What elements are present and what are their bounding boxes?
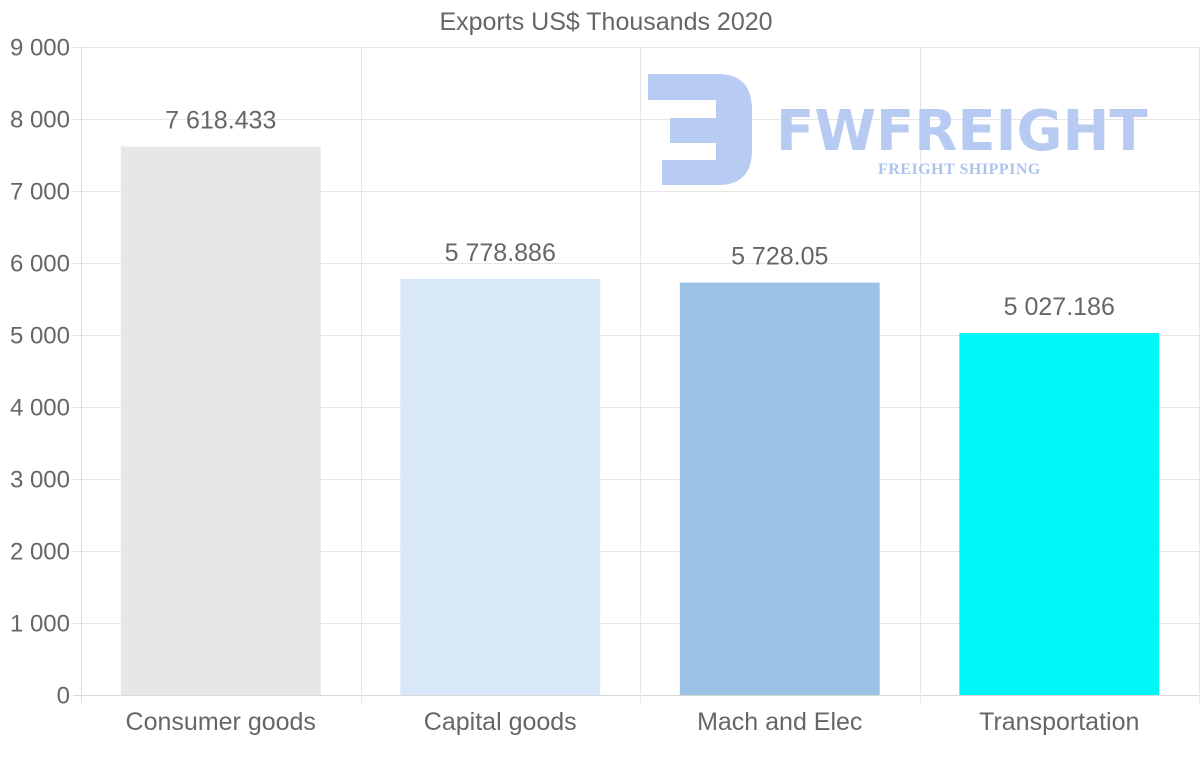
data-label: 7 618.433 bbox=[165, 106, 276, 134]
logo-mark-icon bbox=[648, 74, 752, 185]
x-tick-label: Consumer goods bbox=[126, 708, 316, 736]
y-tick-label: 7 000 bbox=[10, 179, 70, 206]
data-label: 5 027.186 bbox=[1004, 293, 1115, 321]
x-tick-label: Mach and Elec bbox=[697, 708, 862, 736]
chart-title: Exports US$ Thousands 2020 bbox=[439, 8, 772, 36]
bar[interactable] bbox=[679, 282, 880, 695]
y-tick-label: 3 000 bbox=[10, 467, 70, 494]
y-tick-label: 6 000 bbox=[10, 251, 70, 278]
bar[interactable] bbox=[959, 333, 1160, 695]
y-tick-label: 1 000 bbox=[10, 611, 70, 638]
axes: 0 1 000 2 000 3 000 4 000 5 000 6 000 7 000 8 00… bbox=[10, 35, 1139, 737]
y-tick-label: 9 000 bbox=[10, 35, 70, 62]
y-tick-label: 2 000 bbox=[10, 539, 70, 566]
watermark-logo: FWFREIGHT FREIGHT SHIPPING bbox=[648, 74, 1148, 185]
data-label: 5 728.05 bbox=[731, 243, 828, 271]
bars bbox=[120, 146, 1160, 695]
y-tick-label: 0 bbox=[57, 683, 70, 710]
x-tick-label: Transportation bbox=[979, 708, 1139, 736]
y-tick-label: 5 000 bbox=[10, 323, 70, 350]
watermark-name: FWFREIGHT bbox=[776, 99, 1148, 164]
data-label: 5 778.886 bbox=[445, 239, 556, 267]
x-tick-label: Capital goods bbox=[424, 708, 577, 736]
y-tick-label: 8 000 bbox=[10, 107, 70, 134]
data-labels: 7 618.433 5 778.886 5 728.05 5 027.186 bbox=[165, 106, 1115, 321]
bar[interactable] bbox=[400, 278, 601, 695]
y-tick-label: 4 000 bbox=[10, 395, 70, 422]
bar[interactable] bbox=[120, 146, 321, 695]
watermark-tagline: FREIGHT SHIPPING bbox=[878, 161, 1041, 178]
